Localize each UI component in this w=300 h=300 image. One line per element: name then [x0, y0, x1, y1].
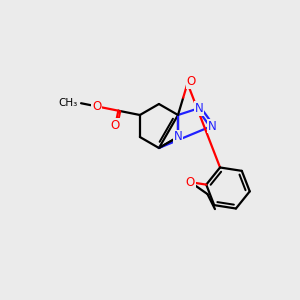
Text: N: N	[208, 119, 216, 133]
Text: O: O	[111, 119, 120, 132]
Text: O: O	[92, 100, 101, 113]
Text: CH₃: CH₃	[59, 98, 78, 108]
Text: O: O	[186, 176, 195, 189]
Text: N: N	[194, 102, 203, 115]
Text: N: N	[174, 130, 182, 143]
Text: O: O	[187, 75, 196, 88]
